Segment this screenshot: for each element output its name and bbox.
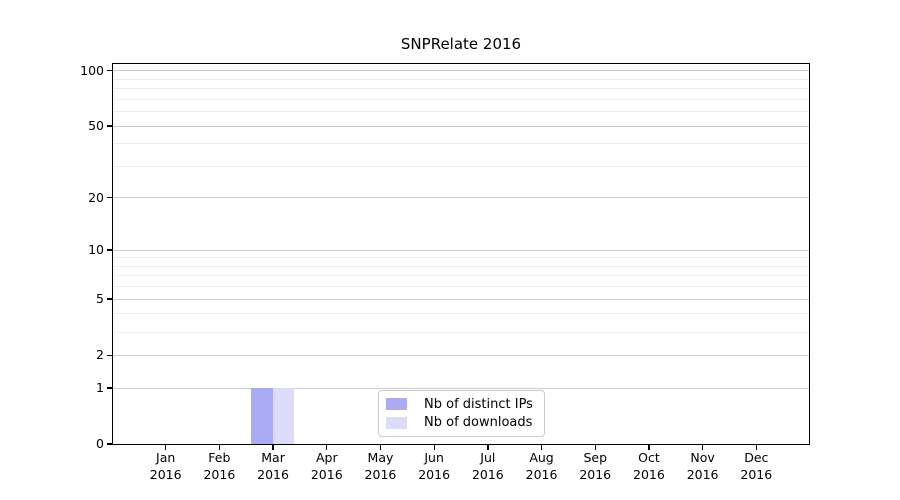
bar-nb-of-distinct-ips xyxy=(251,387,273,444)
gridline-minor xyxy=(113,275,809,277)
gridline-major xyxy=(113,387,809,389)
gridline-major xyxy=(113,125,809,127)
y-tick xyxy=(107,125,112,127)
gridline-major xyxy=(113,70,809,72)
gridline-minor xyxy=(113,265,809,267)
gridline-minor xyxy=(113,98,809,100)
gridline-major xyxy=(113,354,809,356)
x-tick xyxy=(594,445,596,450)
x-tick xyxy=(218,445,221,450)
gridline-minor xyxy=(113,313,809,315)
bar-nb-of-downloads xyxy=(272,387,295,444)
gridline-minor xyxy=(113,143,809,145)
gridline-major xyxy=(113,298,809,300)
y-tick-label: 50 xyxy=(88,117,104,133)
x-tick-label: Apr 2016 xyxy=(310,450,343,482)
legend-item: Nb of distinct IPs xyxy=(386,397,536,412)
x-tick-label: Sep 2016 xyxy=(579,450,612,482)
y-tick-label: 1 xyxy=(96,379,104,395)
y-tick xyxy=(107,387,112,389)
x-tick-label: Mar 2016 xyxy=(257,450,289,482)
y-tick-label: 100 xyxy=(80,62,104,78)
x-tick-label: Dec 2016 xyxy=(740,450,773,482)
gridline-major xyxy=(113,249,809,251)
x-tick xyxy=(379,445,382,450)
x-tick-label: Jan 2016 xyxy=(149,450,182,482)
y-tick xyxy=(107,197,112,199)
y-tick xyxy=(107,443,112,445)
legend-item: Nb of downloads xyxy=(386,415,536,430)
x-tick xyxy=(702,445,704,450)
legend-label: Nb of distinct IPs xyxy=(424,396,533,412)
y-tick-label: 20 xyxy=(88,189,104,205)
x-tick xyxy=(433,445,435,450)
gridline-minor xyxy=(113,78,809,80)
legend-label: Nb of downloads xyxy=(424,415,533,431)
x-tick xyxy=(272,445,274,450)
legend: Nb of distinct IPs Nb of downloads xyxy=(378,390,545,437)
gridline-minor xyxy=(113,286,809,288)
x-tick xyxy=(487,445,489,450)
gridline-minor xyxy=(113,88,809,90)
y-tick-label: 0 xyxy=(96,436,104,451)
x-tick-label: Aug 2016 xyxy=(525,450,558,482)
y-tick xyxy=(107,70,112,72)
x-tick-label: Feb 2016 xyxy=(203,450,236,482)
plot-area xyxy=(112,63,810,445)
x-tick-label: Jul 2016 xyxy=(471,450,504,482)
y-tick xyxy=(107,354,112,356)
x-tick xyxy=(165,445,167,450)
gridline-minor xyxy=(113,257,809,259)
gridline-minor xyxy=(113,111,809,113)
x-tick-label: Jun 2016 xyxy=(418,450,451,482)
x-tick xyxy=(540,445,543,450)
gridline-major xyxy=(113,197,809,199)
x-tick xyxy=(648,445,650,450)
gridline-minor xyxy=(113,331,809,333)
y-tick-label: 2 xyxy=(96,347,104,363)
legend-swatch-nb-of-downloads xyxy=(386,416,407,429)
x-tick xyxy=(326,445,328,450)
gridline-minor xyxy=(113,165,809,167)
legend-swatch-nb-of-distinct-ips xyxy=(386,398,407,411)
x-tick-label: Nov 2016 xyxy=(686,450,719,482)
chart-title: SNPRelate 2016 xyxy=(400,35,522,53)
x-tick-label: Oct 2016 xyxy=(633,450,665,482)
y-tick-label: 10 xyxy=(88,242,104,257)
x-tick-label: May 2016 xyxy=(364,450,397,482)
x-tick xyxy=(755,445,757,450)
y-tick xyxy=(107,298,112,300)
y-tick xyxy=(107,249,112,251)
y-tick-label: 5 xyxy=(96,291,104,307)
